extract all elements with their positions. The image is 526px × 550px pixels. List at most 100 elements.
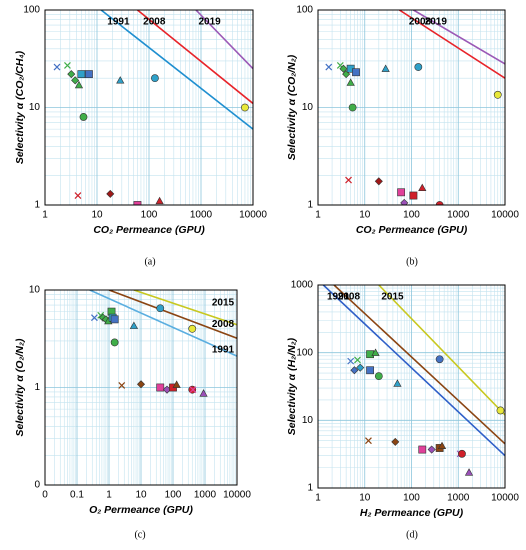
- data-point: [110, 315, 119, 324]
- data-point: [71, 76, 80, 85]
- data-point: [189, 386, 197, 394]
- x-tick-label: 10: [91, 210, 103, 221]
- chart-panel: 1 10 100 1000 10000 1 10 100 1991 2008 2019 CO₂ Per…: [14, 5, 268, 268]
- data-point: [356, 363, 365, 372]
- x-axis-label: H₂ Permeance (GPU): [360, 507, 464, 519]
- data-point: [409, 191, 418, 200]
- data-point: [432, 206, 438, 212]
- data-point: [90, 314, 98, 322]
- bound-label: 2008: [338, 292, 361, 303]
- data-point: [348, 103, 357, 112]
- data-point: [241, 103, 249, 112]
- bound-label: 2015: [212, 297, 235, 308]
- y-tick-label: 10: [302, 102, 314, 113]
- data-point: [381, 64, 390, 72]
- data-point: [374, 372, 383, 381]
- bound-label: 2019: [425, 17, 448, 28]
- data-point: [188, 324, 197, 333]
- x-tick-label: 100: [141, 210, 158, 221]
- panel-label: (c): [134, 529, 145, 540]
- y-axis-label: Selectivity α (CO₂/N₂): [286, 54, 298, 160]
- data-point: [325, 63, 333, 71]
- data-point: [177, 215, 184, 222]
- x-tick-label: 1: [42, 210, 48, 221]
- x-tick-label: 1000: [447, 493, 470, 504]
- data-point: [116, 76, 125, 84]
- data-point: [354, 356, 361, 364]
- data-point: [156, 383, 165, 392]
- upper-bound-line: [89, 290, 237, 357]
- upper-bound-line: [100, 10, 253, 130]
- data-point: [106, 189, 115, 198]
- bound-label: 2008: [212, 319, 235, 330]
- data-point: [339, 64, 348, 73]
- data-point: [85, 70, 93, 79]
- data-point: [74, 192, 82, 199]
- data-point: [350, 366, 359, 375]
- plot-area: [53, 10, 253, 222]
- x-tick-label: 1: [315, 210, 321, 221]
- y-tick-label: 10: [302, 415, 314, 426]
- data-point: [400, 198, 409, 205]
- upper-bound-line: [133, 290, 237, 326]
- plot-area: [325, 10, 505, 212]
- x-tick-label: 100: [165, 490, 182, 501]
- y-tick-label: 1: [34, 200, 40, 211]
- data-point: [374, 177, 383, 186]
- data-point: [156, 304, 165, 313]
- data-point: [496, 406, 505, 415]
- plot-frame: [44, 9, 254, 206]
- y-axis-label: Selectivity α (CO₂/CH₄): [14, 50, 26, 164]
- panel-label: (a): [144, 256, 155, 267]
- data-point: [199, 389, 208, 397]
- x-tick-label: 10000: [239, 210, 267, 221]
- bound-label: 2015: [381, 292, 404, 303]
- data-point: [79, 113, 88, 121]
- x-tick-label: 100: [403, 210, 420, 221]
- data-point: [427, 445, 436, 454]
- upper-bound-line: [398, 10, 505, 79]
- upper-bound-line: [195, 10, 253, 70]
- x-tick-label: 10000: [223, 490, 251, 501]
- x-axis-label: O₂ Permeance (GPU): [89, 504, 193, 516]
- plot-frame: [317, 284, 506, 489]
- data-point: [458, 449, 466, 458]
- x-tick-label: 0: [42, 490, 48, 501]
- x-tick-label: 1: [315, 493, 321, 504]
- x-tick-label: 1000: [447, 210, 470, 221]
- panel-label: (d): [406, 529, 418, 540]
- y-tick-label: 10: [29, 102, 41, 113]
- data-point: [151, 74, 159, 83]
- x-tick-label: 1000: [194, 490, 217, 501]
- x-tick-label: 10000: [491, 210, 519, 221]
- x-tick-label: 10: [135, 490, 147, 501]
- y-axis-label: Selectivity α (O₂/N₂): [14, 338, 26, 436]
- y-axis-label: Selectivity α (H₂/N₂): [286, 337, 298, 435]
- bound-label: 1991: [212, 345, 235, 356]
- data-point: [346, 78, 355, 86]
- plot-area: [322, 285, 505, 476]
- data-point: [391, 437, 400, 446]
- y-tick-label: 1000: [291, 280, 314, 291]
- x-tick-label: 100: [403, 493, 420, 504]
- x-tick-label: 10000: [491, 493, 519, 504]
- data-point: [64, 62, 71, 69]
- y-tick-label: 100: [296, 347, 313, 358]
- bound-label: 2019: [198, 17, 221, 28]
- data-point: [347, 357, 355, 365]
- data-point: [397, 188, 406, 197]
- data-point: [118, 382, 126, 389]
- data-point: [345, 176, 352, 184]
- x-tick-label: 1000: [190, 210, 213, 221]
- upper-bound-line: [413, 10, 505, 65]
- chart-panel: 0 0.1 1 10 100 1000 10000 0 1 10 2015 2008 1991 O₂ Pe…: [14, 285, 252, 541]
- data-point: [371, 348, 380, 356]
- data-point: [366, 366, 374, 375]
- x-tick-label: 1: [106, 490, 112, 501]
- bound-label: 2008: [409, 17, 432, 28]
- data-point: [77, 70, 86, 79]
- x-tick-label: 10: [359, 493, 371, 504]
- data-point: [67, 70, 76, 79]
